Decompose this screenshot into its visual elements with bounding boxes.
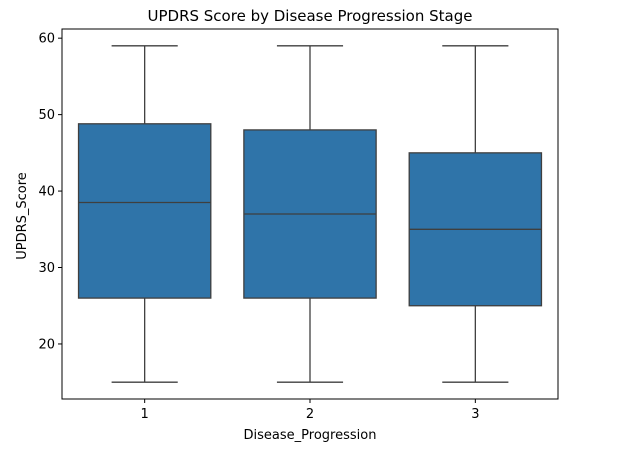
y-tick-label: 40 — [38, 185, 55, 200]
box-iqr — [77, 123, 212, 299]
plot-area — [61, 28, 559, 400]
y-tick-label: 20 — [38, 337, 55, 352]
y-tick-label: 30 — [38, 261, 55, 276]
x-tick-label: 3 — [471, 407, 479, 422]
chart-title: UPDRS Score by Disease Progression Stage — [148, 7, 473, 25]
y-tick-label: 60 — [38, 32, 55, 47]
y-axis: 20 30 40 50 60 — [38, 32, 62, 352]
x-tick-label: 1 — [141, 407, 149, 422]
x-axis: 1 2 3 — [141, 399, 479, 422]
y-tick-label: 50 — [38, 108, 55, 123]
x-tick-label: 2 — [306, 407, 314, 422]
box-group-3 — [408, 45, 543, 383]
box-group-2 — [243, 45, 377, 383]
x-axis-label: Disease_Progression — [244, 428, 377, 443]
y-axis-label: UPDRS_Score — [15, 172, 30, 260]
box-group-1 — [77, 45, 212, 383]
